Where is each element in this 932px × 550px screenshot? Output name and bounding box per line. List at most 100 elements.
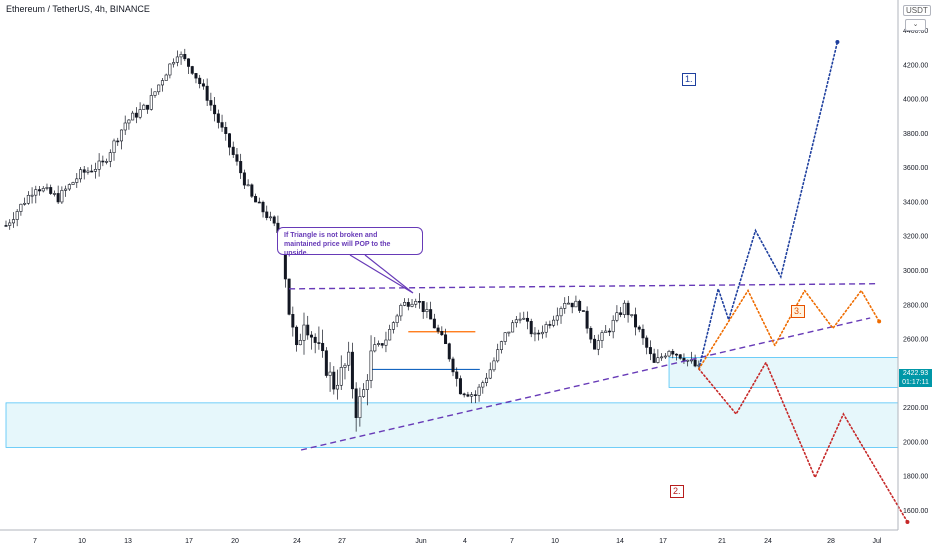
candle-body xyxy=(559,308,563,317)
candle-body xyxy=(198,77,202,85)
candle-body xyxy=(45,187,49,189)
scenario-2-path xyxy=(698,360,909,523)
lower-demand-zone xyxy=(5,402,899,448)
candle-body xyxy=(466,394,470,397)
candle-body xyxy=(395,315,399,323)
scenario-2-endpoint xyxy=(905,520,910,524)
candle-body xyxy=(589,327,593,340)
candle-body xyxy=(168,63,172,76)
candle-body xyxy=(239,161,243,174)
last-price-countdown: 01:17:11 xyxy=(902,379,929,386)
candle-body xyxy=(90,170,94,173)
y-tick-label: 3600.00 xyxy=(903,165,928,172)
candle-body xyxy=(149,95,153,110)
chevron-icon[interactable]: ⌄ xyxy=(905,19,926,31)
candle-body xyxy=(49,187,53,194)
right-demand-zone xyxy=(668,357,899,388)
candle-body xyxy=(648,347,652,355)
scenario-3-label: 3. xyxy=(791,305,805,318)
candle-body xyxy=(436,327,440,332)
candle-body xyxy=(667,350,671,357)
candle-body xyxy=(187,58,191,67)
candle-body xyxy=(376,343,380,345)
candle-body xyxy=(160,80,164,86)
candle-body xyxy=(209,100,213,106)
scenario-1-endpoint xyxy=(835,40,840,44)
candle-body xyxy=(414,301,418,305)
candle-body xyxy=(82,169,86,173)
candle-body xyxy=(619,312,623,315)
scenario-1-path xyxy=(698,41,839,370)
x-tick-label: 17 xyxy=(659,538,667,545)
candle-body xyxy=(235,154,239,162)
candle-body xyxy=(336,384,340,390)
last-price-label: 2422.93 01:17:11 xyxy=(899,369,932,387)
candle-body xyxy=(220,122,224,128)
y-tick-label: 2200.00 xyxy=(903,405,928,412)
candle-body xyxy=(146,104,150,110)
candle-body xyxy=(108,152,112,162)
candle-body xyxy=(354,388,358,418)
scenario-2-label: 2. xyxy=(670,485,684,498)
candle-body xyxy=(552,319,556,326)
candle-body xyxy=(179,54,183,58)
candle-body xyxy=(444,334,448,345)
x-tick-label: 17 xyxy=(185,538,193,545)
x-tick-label: 13 xyxy=(124,538,132,545)
scenario-3-path xyxy=(698,288,880,370)
candle-body xyxy=(537,332,541,335)
last-price-value: 2422.93 xyxy=(902,370,929,377)
candle-body xyxy=(365,380,369,390)
candle-body xyxy=(634,314,638,328)
candle-body xyxy=(417,301,421,303)
x-tick-label: 14 xyxy=(616,538,624,545)
candle-body xyxy=(127,119,131,124)
candle-body xyxy=(34,189,38,196)
candle-body xyxy=(134,112,138,118)
candle-body xyxy=(101,160,105,163)
candle-body xyxy=(112,140,116,153)
currency-badge[interactable]: USDT xyxy=(903,5,931,16)
candle-body xyxy=(496,349,500,362)
candle-body xyxy=(358,396,362,418)
candle-body xyxy=(481,382,485,388)
candle-body xyxy=(458,378,462,395)
candle-body xyxy=(473,394,477,396)
candle-body xyxy=(641,328,645,339)
candle-body xyxy=(343,364,347,368)
candle-body xyxy=(514,319,518,324)
candle-body xyxy=(295,326,299,346)
candle-body xyxy=(183,54,187,60)
candle-body xyxy=(254,196,258,203)
candle-body xyxy=(525,317,529,322)
candle-body xyxy=(645,337,649,348)
candles-group xyxy=(4,48,701,432)
candle-body xyxy=(175,56,179,63)
candle-body xyxy=(317,342,321,344)
candle-body xyxy=(56,193,60,203)
y-tick-label: 1800.00 xyxy=(903,474,928,481)
candle-body xyxy=(309,334,313,338)
candle-body xyxy=(630,314,634,316)
candle-body xyxy=(205,85,209,101)
candle-body xyxy=(578,300,582,311)
candle-body xyxy=(119,129,123,142)
candle-body xyxy=(611,319,615,333)
candle-body xyxy=(447,343,451,360)
candle-body xyxy=(257,201,261,204)
candle-body xyxy=(671,350,675,355)
candle-body xyxy=(75,178,79,183)
candle-body xyxy=(216,113,220,123)
candle-body xyxy=(157,84,161,93)
scenario-3-endpoint xyxy=(877,319,882,324)
x-tick-label: 7 xyxy=(510,538,514,545)
candle-body xyxy=(656,357,660,363)
candle-body xyxy=(462,393,466,396)
x-tick-label: 24 xyxy=(293,538,301,545)
candle-body xyxy=(622,302,626,315)
candle-body xyxy=(451,358,455,373)
candle-body xyxy=(242,172,246,186)
candle-body xyxy=(585,310,589,329)
candle-body xyxy=(67,184,71,190)
